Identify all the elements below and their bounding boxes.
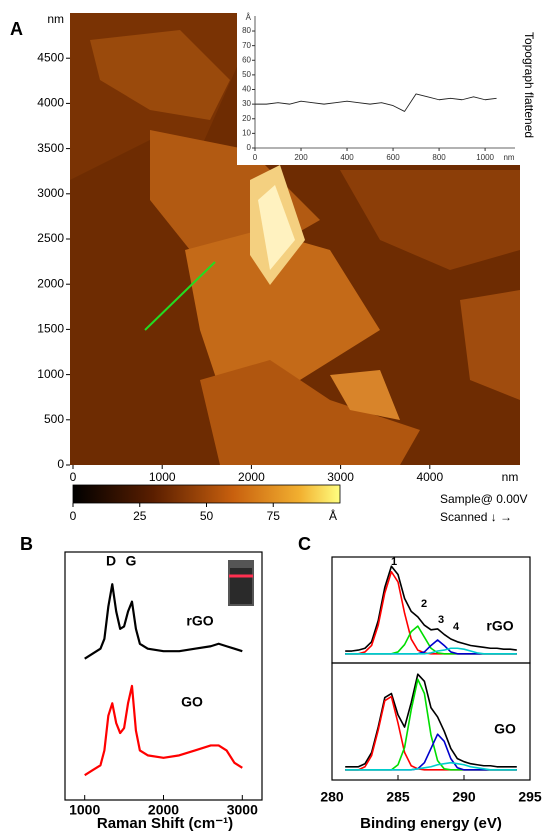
inset-title: Topograph flattened [522, 32, 536, 138]
peak-label: 3 [438, 614, 444, 626]
y-tick-label: 40 [242, 85, 251, 94]
y-tick-label: 2000 [37, 276, 64, 290]
y-tick-label: 500 [44, 412, 64, 426]
data-line [255, 93, 497, 112]
y-unit: nm [47, 12, 64, 26]
x-tick-label: 4000 [416, 470, 443, 484]
x-unit: nm [502, 470, 519, 484]
x-tick-label: 400 [340, 153, 354, 162]
cuvette-photo [228, 560, 254, 606]
x-tick-label: 1000 [149, 470, 176, 484]
peak-label: 1 [391, 556, 397, 568]
series-label: rGO [186, 613, 213, 629]
x-tick-label: 0 [70, 470, 77, 484]
y-tick-label: 20 [242, 114, 251, 123]
y-tick-label: 10 [242, 128, 251, 137]
x-tick-label: 2000 [148, 802, 179, 818]
data-line [345, 565, 517, 652]
x-tick-label: 600 [386, 153, 400, 162]
y-tick-label: 1500 [37, 322, 64, 336]
data-line [84, 583, 243, 660]
y-tick-label: 80 [242, 26, 251, 35]
x-axis-label: Binding energy (eV) [360, 815, 502, 832]
x-tick-label: 3000 [327, 470, 354, 484]
y-tick-label: 3000 [37, 186, 64, 200]
y-tick-label: 0 [57, 457, 64, 471]
y-tick-label: 30 [242, 99, 251, 108]
panel-label: A [10, 19, 23, 39]
y-tick-label: 3500 [37, 141, 64, 155]
colorbar-tick-label: 50 [200, 509, 214, 523]
panel-label: C [298, 534, 311, 554]
data-line [345, 647, 517, 655]
data-line [345, 761, 517, 771]
y-tick-label: 0 [247, 143, 252, 152]
x-tick-label: 295 [518, 789, 542, 805]
panel-title: GO [494, 721, 516, 737]
annotation: Scanned ↓ → [440, 510, 512, 524]
y-tick-label: 1000 [37, 367, 64, 381]
x-unit: nm [503, 153, 514, 162]
peak-label: 4 [453, 621, 460, 633]
x-tick-label: 285 [386, 789, 410, 805]
y-tick-label: 2500 [37, 231, 64, 245]
x-tick-label: 3000 [227, 802, 258, 818]
y-tick-label: 4000 [37, 96, 64, 110]
peak-label: G [126, 553, 137, 569]
y-unit: Å [246, 13, 252, 22]
panel-label: B [20, 534, 33, 554]
data-line [345, 673, 517, 768]
peak-label: D [106, 553, 116, 569]
x-tick-label: 0 [253, 153, 258, 162]
series-label: GO [181, 694, 203, 710]
y-tick-label: 60 [242, 55, 251, 64]
x-tick-label: 2000 [238, 470, 265, 484]
y-tick-label: 50 [242, 70, 251, 79]
x-tick-label: 1000 [476, 153, 494, 162]
x-axis-label: Raman Shift (cm⁻¹) [97, 815, 233, 832]
colorbar [72, 484, 341, 504]
peak-label: 2 [421, 598, 427, 610]
y-tick-label: 4500 [37, 50, 64, 64]
inset-background [237, 13, 520, 165]
x-tick-label: 280 [320, 789, 344, 805]
colorbar-tick-label: 25 [133, 509, 147, 523]
x-tick-label: 1000 [69, 802, 100, 818]
annotation: Sample@ 0.00V [440, 492, 528, 506]
x-tick-label: 800 [432, 153, 446, 162]
colorbar-tick-label: 75 [267, 509, 281, 523]
x-tick-label: 200 [294, 153, 308, 162]
x-tick-label: 290 [452, 789, 476, 805]
data-line [84, 684, 243, 777]
xps-axes [331, 662, 531, 781]
colorbar-unit: Å [329, 508, 337, 523]
colorbar-tick-label: 0 [70, 509, 77, 523]
y-tick-label: 70 [242, 41, 251, 50]
panel-title: rGO [486, 618, 513, 634]
